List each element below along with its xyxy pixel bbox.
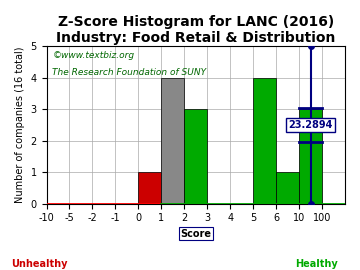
- Bar: [276, 172, 299, 204]
- Title: Z-Score Histogram for LANC (2016)
Industry: Food Retail & Distribution: Z-Score Histogram for LANC (2016) Indust…: [56, 15, 336, 45]
- Bar: [161, 78, 184, 204]
- Text: 23.2894: 23.2894: [288, 120, 333, 130]
- Bar: [299, 109, 322, 204]
- Bar: [138, 172, 161, 204]
- Text: The Research Foundation of SUNY: The Research Foundation of SUNY: [53, 68, 207, 77]
- Text: Healthy: Healthy: [296, 259, 338, 269]
- Bar: [253, 78, 276, 204]
- X-axis label: Score: Score: [180, 229, 211, 239]
- Text: ©www.textbiz.org: ©www.textbiz.org: [53, 51, 135, 60]
- Y-axis label: Number of companies (16 total): Number of companies (16 total): [15, 47, 25, 203]
- Text: Unhealthy: Unhealthy: [12, 259, 68, 269]
- Bar: [184, 109, 207, 204]
